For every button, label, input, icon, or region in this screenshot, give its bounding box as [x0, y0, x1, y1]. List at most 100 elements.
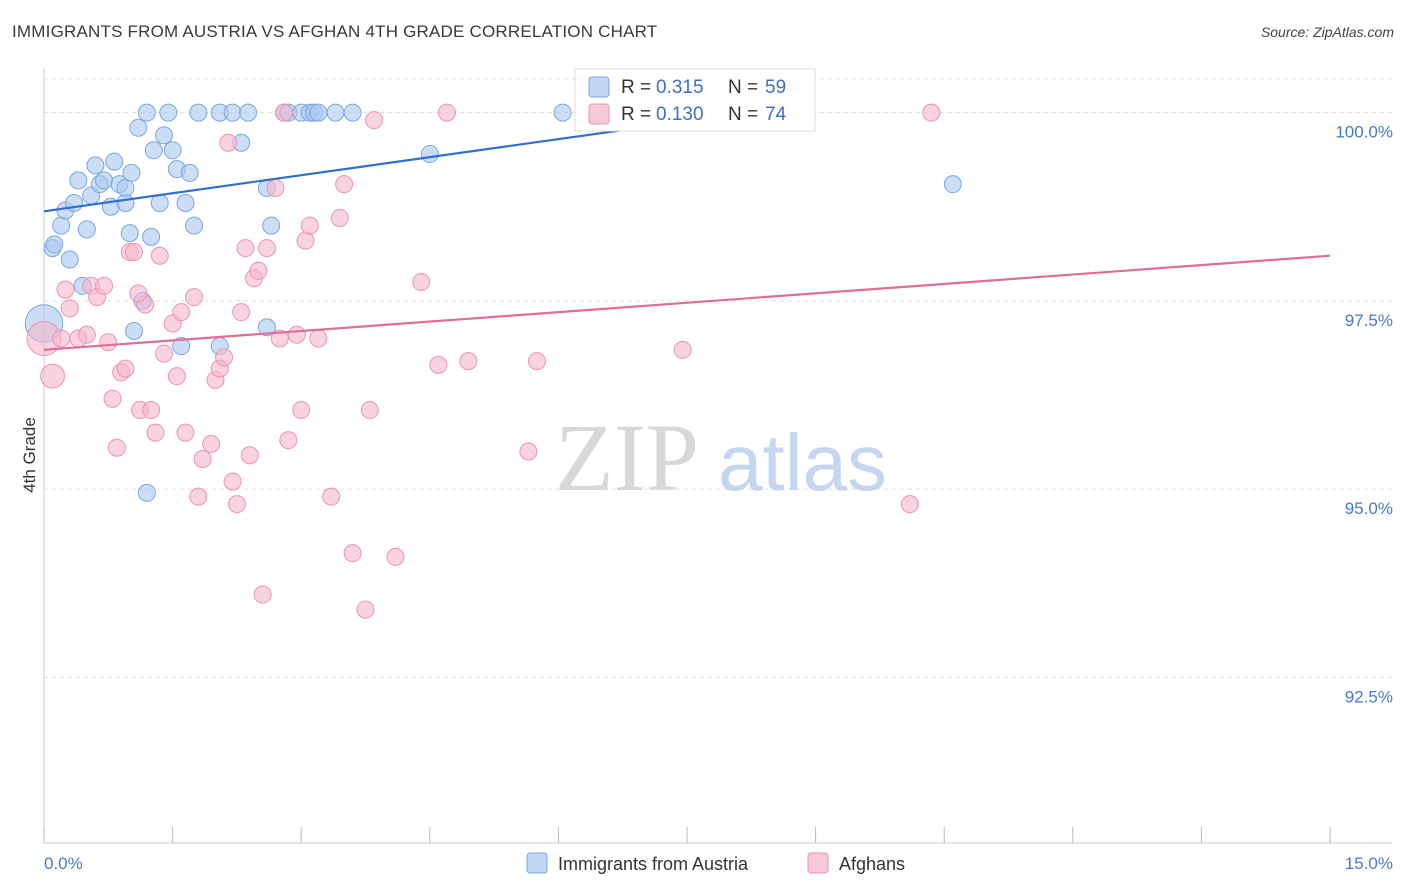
y-tick-label: 100.0% — [1335, 123, 1393, 142]
legend-r-value-afghans: 0.130 — [656, 104, 704, 125]
legend-r-label-austria: R = — [621, 77, 651, 98]
trend-line-afghans — [43, 254, 1331, 351]
afghans-point — [673, 340, 692, 359]
afghans-point — [99, 333, 118, 352]
series-legend-swatch-austria — [526, 852, 548, 874]
afghans-point — [129, 284, 148, 303]
legend-r-label-afghans: R = — [621, 104, 651, 125]
y-tick-labels: 100.0% 97.5% 95.0% 92.5% — [1335, 123, 1393, 707]
afghans-point — [240, 446, 259, 465]
y-tick-label: 97.5% — [1345, 311, 1393, 330]
afghans-point — [429, 355, 448, 374]
austria-point — [180, 163, 199, 182]
austria-point — [142, 227, 161, 246]
afghans-point — [40, 363, 65, 389]
chart-title: IMMIGRANTS FROM AUSTRIA VS AFGHAN 4TH GR… — [12, 22, 658, 41]
austria-point — [420, 145, 439, 164]
afghans-point — [116, 359, 135, 378]
afghans-point — [519, 442, 538, 461]
austria-point — [125, 322, 144, 340]
afghans-point — [95, 276, 114, 295]
austria-point — [257, 318, 276, 337]
legend-n-value-afghans: 74 — [765, 104, 787, 125]
afghans-point — [296, 231, 315, 250]
austria-point — [86, 156, 105, 175]
afghans-point — [223, 472, 242, 491]
afghans-point — [922, 103, 941, 122]
afghans-point — [103, 389, 122, 408]
afghans-point — [412, 273, 431, 292]
afghans-point — [275, 103, 294, 122]
afghans-point — [279, 431, 298, 450]
x-tick-label-max: 15.0% — [1345, 854, 1393, 873]
afghans-point — [189, 487, 208, 506]
austria-point — [309, 103, 328, 122]
austria-point — [176, 194, 195, 212]
afghans-point — [107, 438, 126, 457]
afghans-point — [202, 434, 221, 453]
legend-n-label-austria: N = — [728, 77, 758, 98]
afghans-point — [335, 175, 354, 194]
y-axis-label: 4th Grade — [20, 417, 39, 493]
afghans-point — [343, 544, 362, 563]
legend-n-value-austria: 59 — [765, 77, 786, 98]
afghans-point — [227, 495, 246, 514]
afghans-point — [77, 325, 96, 344]
afghans-point — [437, 103, 456, 122]
afghans-point — [365, 111, 384, 130]
legend-swatch-austria — [588, 76, 610, 98]
afghans-point — [56, 280, 75, 299]
austria-point — [185, 216, 204, 235]
series-afghans-points — [26, 103, 941, 619]
watermark: ZIP atlas — [555, 404, 887, 511]
series-legend-label-austria: Immigrants from Austria — [558, 854, 749, 874]
afghans-point — [266, 178, 285, 197]
austria-point — [239, 103, 258, 122]
austria-point — [144, 141, 163, 160]
austria-point — [155, 126, 174, 145]
austria-point — [116, 194, 135, 212]
afghans-point — [360, 401, 379, 420]
afghans-point — [292, 401, 311, 420]
austria-point — [262, 216, 281, 235]
afghans-point — [150, 246, 169, 265]
afghans-point — [236, 239, 255, 258]
afghans-point — [270, 329, 289, 348]
austria-point — [60, 250, 79, 269]
afghans-point — [176, 423, 195, 442]
afghans-point — [459, 352, 478, 371]
afghans-point — [322, 487, 341, 506]
afghans-point — [52, 329, 71, 348]
austria-point — [159, 103, 178, 122]
austria-point — [326, 103, 345, 122]
austria-point — [45, 235, 64, 254]
austria-point — [553, 103, 572, 122]
afghans-point — [300, 216, 319, 235]
afghans-point — [193, 450, 212, 468]
y-tick-label: 95.0% — [1345, 499, 1393, 518]
y-tick-label: 92.5% — [1345, 687, 1393, 706]
austria-point — [116, 178, 135, 197]
austria-point — [69, 171, 88, 190]
austria-point — [189, 103, 208, 122]
x-tick-labels: 0.0% 15.0% — [44, 854, 1393, 873]
afghans-point — [249, 261, 268, 280]
series-legend-swatch-afghans — [807, 852, 829, 874]
afghans-point — [155, 344, 174, 363]
afghans-point — [185, 288, 204, 307]
axes — [43, 68, 1392, 844]
austria-point — [129, 118, 148, 137]
afghans-point — [219, 133, 238, 152]
source-credit: Source: ZipAtlas.com — [1260, 24, 1394, 40]
stats-legend-box — [574, 68, 816, 132]
austria-point — [137, 103, 156, 122]
austria-point — [77, 220, 96, 239]
series-legend: Immigrants from Austria Afghans — [526, 852, 905, 874]
series-legend-label-afghans: Afghans — [839, 854, 905, 874]
austria-point — [105, 152, 124, 171]
austria-point — [52, 216, 71, 235]
legend-n-label-afghans: N = — [728, 104, 758, 125]
x-tick-label-min: 0.0% — [44, 854, 83, 873]
afghans-point — [167, 367, 186, 386]
